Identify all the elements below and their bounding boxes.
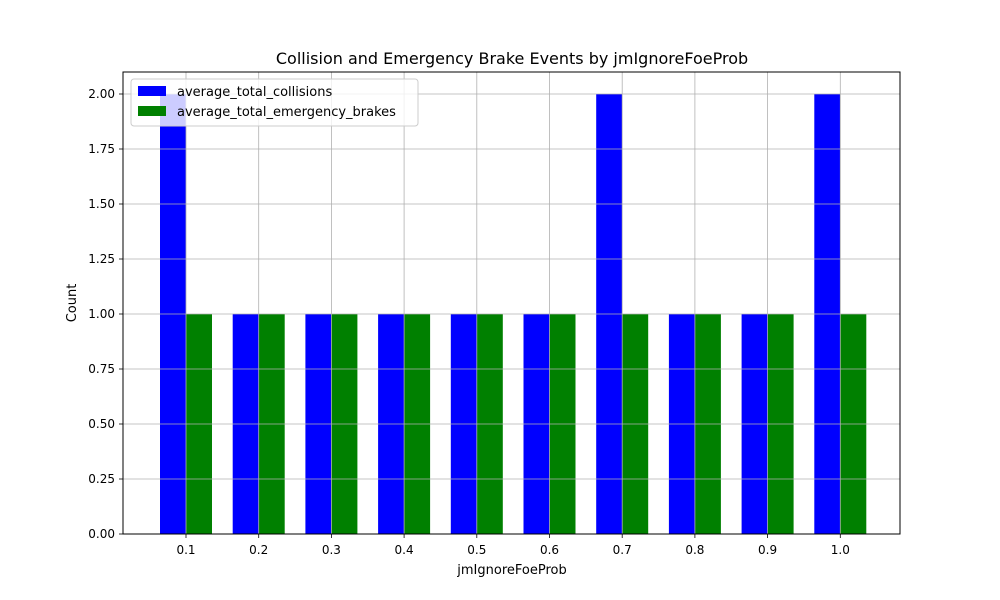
y-tick-label: 2.00 [88, 87, 115, 101]
y-tick-label: 1.00 [88, 307, 115, 321]
y-tick-label: 0.50 [88, 417, 115, 431]
x-tick-label: 0.8 [685, 543, 704, 557]
legend: average_total_collisions average_total_e… [130, 78, 419, 127]
chart-title: Collision and Emergency Brake Events by … [276, 49, 748, 68]
legend-label-emergency-brakes: average_total_emergency_brakes [177, 105, 396, 120]
x-tick-label: 0.6 [540, 543, 559, 557]
y-tick-label: 0.25 [88, 472, 115, 486]
x-axis-ticks: 0.1 0.2 0.3 0.4 0.5 0.6 0.7 0.8 0.9 1.0 [176, 534, 850, 557]
legend-box [130, 78, 419, 127]
x-tick-label: 0.2 [249, 543, 268, 557]
y-axis-ticks: 0.00 0.25 0.50 0.75 1.00 1.25 1.50 1.75 2.00 [88, 87, 123, 541]
x-tick-label: 0.7 [613, 543, 632, 557]
plot-frame [122, 71, 901, 535]
x-tick-label: 0.5 [467, 543, 486, 557]
x-tick-label: 0.3 [322, 543, 341, 557]
legend-label-collisions: average_total_collisions [177, 85, 332, 100]
y-tick-label: 0.75 [88, 362, 115, 376]
y-tick-label: 1.50 [88, 197, 115, 211]
y-axis-label: Count [65, 284, 80, 323]
x-tick-label: 0.1 [176, 543, 195, 557]
x-tick-label: 1.0 [831, 543, 850, 557]
y-tick-label: 0.00 [88, 527, 115, 541]
x-tick-label: 0.9 [758, 543, 777, 557]
x-tick-label: 0.4 [395, 543, 414, 557]
x-axis-label: jmIgnoreFoeProb [456, 563, 566, 578]
y-tick-label: 1.75 [88, 142, 115, 156]
legend-swatch-collisions [138, 86, 166, 96]
legend-swatch-emergency-brakes [138, 106, 166, 116]
grid-lines [123, 72, 900, 535]
y-tick-label: 1.25 [88, 252, 115, 266]
